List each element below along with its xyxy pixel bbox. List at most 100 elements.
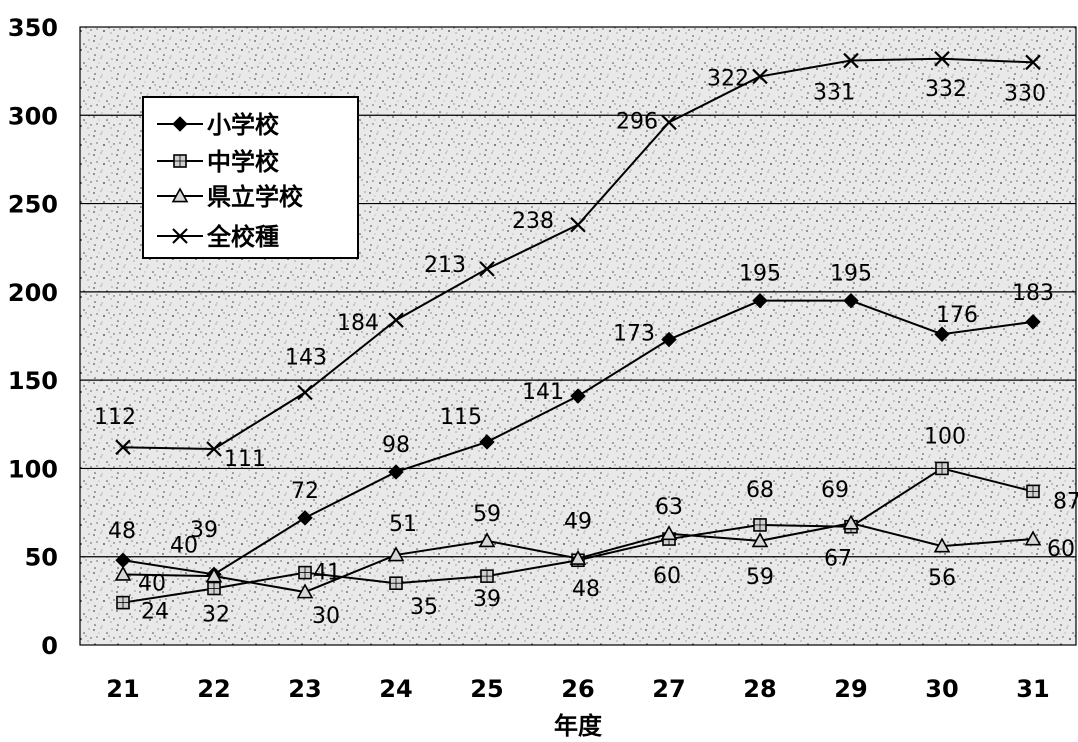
series-elementary xyxy=(115,292,1041,583)
point-prefectural-27-shape xyxy=(660,525,678,541)
point-elementary-24-shape xyxy=(388,464,404,480)
data-label-elementary-23: 72 xyxy=(291,479,319,504)
point-all-schools-29 xyxy=(843,52,859,69)
point-elementary-27-shape xyxy=(661,331,677,348)
point-prefectural-29 xyxy=(842,514,860,530)
point-elementary-28 xyxy=(752,292,768,309)
y-tick-label-50: 50 xyxy=(25,544,58,572)
data-label-elementary-24: 98 xyxy=(382,433,410,458)
point-prefectural-30-shape xyxy=(933,537,951,553)
data-label-elementary-26: 141 xyxy=(522,380,564,405)
data-label-junior-high-22: 32 xyxy=(202,602,230,627)
y-tick-label-100: 100 xyxy=(8,455,58,483)
y-tick-label-300: 300 xyxy=(8,102,58,130)
data-label-elementary-27: 173 xyxy=(613,322,655,347)
legend-label-all-schools: 全校種 xyxy=(206,223,279,251)
x-tick-label-30: 30 xyxy=(925,675,958,703)
data-label-all-schools-24: 184 xyxy=(337,311,379,336)
data-label-all-schools-27: 296 xyxy=(616,109,658,134)
data-label-all-schools-31: 330 xyxy=(1004,81,1046,106)
x-tick-label-25: 25 xyxy=(470,675,503,703)
data-label-all-schools-23: 143 xyxy=(285,346,327,371)
point-prefectural-25-shape xyxy=(478,532,496,548)
point-prefectural-23 xyxy=(296,583,314,599)
x-axis: 21 22 23 24 25 26 27 28 29 30 31 xyxy=(106,675,1049,703)
point-all-schools-23-stroke-b xyxy=(297,384,313,401)
point-all-schools-24-stroke-b xyxy=(388,312,404,328)
point-elementary-26 xyxy=(570,388,586,404)
data-label-junior-high-21: 24 xyxy=(141,600,169,625)
data-label-prefectural-27: 63 xyxy=(655,495,683,520)
legend-item-prefectural: 県立学校 xyxy=(157,183,304,211)
point-all-schools-28-stroke-b xyxy=(752,68,768,85)
point-all-schools-21 xyxy=(115,439,131,456)
data-label-junior-high-28: 68 xyxy=(746,478,774,503)
point-elementary-28-shape xyxy=(752,292,768,309)
point-junior-high-23 xyxy=(298,565,312,580)
point-elementary-23-shape xyxy=(297,510,313,526)
point-all-schools-27-stroke-b xyxy=(661,114,677,131)
data-label-junior-high-31: 87 xyxy=(1053,489,1078,514)
point-elementary-29-shape xyxy=(843,292,859,309)
point-junior-high-30 xyxy=(935,461,949,476)
data-label-elementary-29: 195 xyxy=(830,262,872,287)
point-elementary-25 xyxy=(479,434,495,450)
x-tick-label-26: 26 xyxy=(561,675,594,703)
legend-label-junior-high: 中学校 xyxy=(207,148,280,176)
data-label-all-schools-30: 332 xyxy=(925,77,967,102)
point-all-schools-27 xyxy=(661,114,677,131)
x-tick-label-21: 21 xyxy=(106,675,139,703)
y-tick-label-250: 250 xyxy=(8,191,58,219)
point-elementary-26-shape xyxy=(570,388,586,404)
data-label-junior-high-27: 60 xyxy=(653,564,681,589)
point-elementary-31-shape xyxy=(1025,314,1041,330)
legend-marker-prefectural xyxy=(171,187,189,203)
point-junior-high-22 xyxy=(207,581,221,596)
y-tick-label-0: 0 xyxy=(41,632,58,660)
legend-marker-prefectural-shape xyxy=(171,187,189,203)
data-label-elementary-28: 195 xyxy=(739,262,781,287)
point-elementary-23 xyxy=(297,510,313,526)
data-label-prefectural-31: 60 xyxy=(1047,537,1075,562)
data-label-elementary-22: 40 xyxy=(170,533,198,558)
point-prefectural-25 xyxy=(478,532,496,548)
x-tick-label-31: 31 xyxy=(1016,675,1049,703)
series-prefectural xyxy=(114,514,1042,599)
legend-marker-junior-high xyxy=(173,154,187,168)
point-elementary-29 xyxy=(843,292,859,309)
point-all-schools-23 xyxy=(297,384,313,401)
series-layer xyxy=(114,51,1042,610)
data-label-junior-high-23: 41 xyxy=(313,561,341,586)
point-all-schools-25-stroke-b xyxy=(479,261,495,277)
point-all-schools-28 xyxy=(752,68,768,85)
point-prefectural-26 xyxy=(569,549,587,565)
data-label-junior-high-25: 39 xyxy=(473,587,501,612)
data-label-prefectural-30: 56 xyxy=(928,566,956,591)
point-all-schools-21-stroke-b xyxy=(115,439,131,456)
point-prefectural-26-shape xyxy=(569,549,587,565)
legend-label-elementary: 小学校 xyxy=(207,111,280,139)
data-label-prefectural-22: 39 xyxy=(190,518,218,543)
point-prefectural-22-shape xyxy=(205,567,223,583)
data-label-junior-high-29: 67 xyxy=(824,547,852,572)
legend-marker-elementary xyxy=(172,116,188,132)
point-junior-high-25 xyxy=(480,569,494,583)
data-label-junior-high-24: 35 xyxy=(410,595,438,620)
legend-marker-elementary-shape xyxy=(172,116,188,132)
x-tick-label-29: 29 xyxy=(834,675,867,703)
point-elementary-27 xyxy=(661,331,677,348)
data-label-prefectural-21: 40 xyxy=(138,571,166,596)
point-all-schools-26-stroke-b xyxy=(570,216,586,233)
point-all-schools-30-stroke-b xyxy=(934,51,950,67)
point-elementary-31 xyxy=(1025,314,1041,330)
y-tick-label-350: 350 xyxy=(8,14,58,42)
data-label-all-schools-29: 331 xyxy=(813,81,855,106)
point-all-schools-29-stroke-b xyxy=(843,52,859,69)
data-label-prefectural-25: 59 xyxy=(473,502,501,527)
point-elementary-24 xyxy=(388,464,404,480)
data-label-all-schools-26: 238 xyxy=(512,209,554,234)
legend-item-elementary: 小学校 xyxy=(157,111,280,139)
